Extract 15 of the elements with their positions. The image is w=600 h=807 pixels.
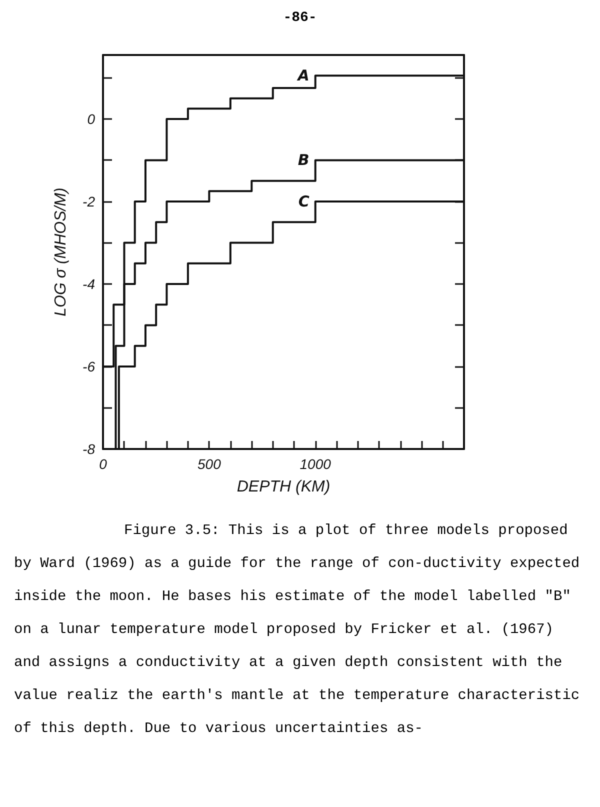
x-tick-label: 1000 bbox=[300, 456, 332, 472]
x-tick-label: 500 bbox=[197, 456, 222, 472]
y-tick-label: -4 bbox=[82, 276, 96, 292]
y-tick-label: 0 bbox=[87, 110, 96, 127]
text: -86- bbox=[282, 10, 318, 26]
series-label: C bbox=[298, 192, 310, 210]
y-tick-label: -8 bbox=[82, 441, 96, 457]
series-label: A bbox=[296, 66, 310, 85]
series-label: B bbox=[298, 151, 310, 170]
y-tick-label: -6 bbox=[82, 358, 96, 374]
x-axis-title: DEPTH (KM) bbox=[236, 478, 330, 496]
caption: Figure 3.5: This is a plot of three models proposed by Ward (1969) as a guide for the range of con-ductivity expected inside the moon. He bases his estimate of the model labelled "B" on a lunar temperature model proposed by Fricker et al. (1967) and assigns a conductivity at a given depth consistent with the value realiz the earth's mantle at the temperature characteristic of this depth. Due to various uncertainties as- bbox=[14, 522, 581, 739]
y-axis-title: LOG σ (MHOS/M) bbox=[52, 188, 70, 316]
y-tick-label: -2 bbox=[82, 193, 96, 210]
x-tick-label: 0 bbox=[99, 456, 108, 472]
